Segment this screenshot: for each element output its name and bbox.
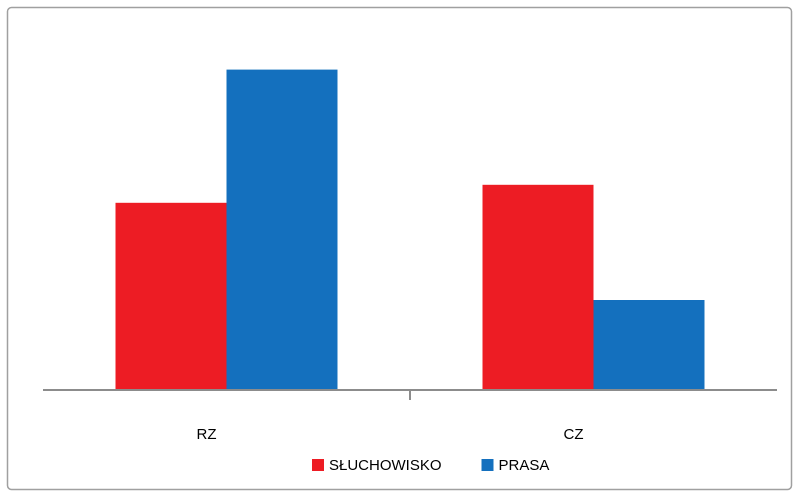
legend-swatch	[481, 459, 494, 471]
x-tick-label: CZ	[564, 426, 584, 443]
legend-swatch	[312, 459, 324, 471]
x-tick-label: RZ	[197, 426, 217, 443]
bar	[115, 202, 227, 390]
bar	[226, 69, 338, 390]
legend-label: SŁUCHOWISKO	[329, 457, 442, 474]
bar	[593, 300, 705, 390]
bar	[482, 184, 594, 390]
legend-label: PRASA	[499, 457, 550, 474]
